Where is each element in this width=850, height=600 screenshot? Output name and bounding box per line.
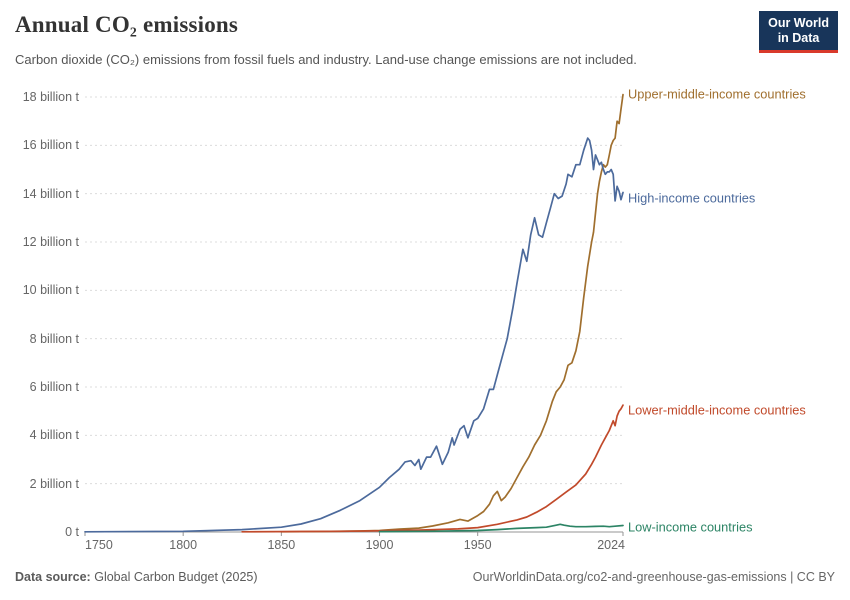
y-tick-label: 12 billion t	[22, 235, 79, 249]
chart-footer: Data source: Global Carbon Budget (2025)…	[15, 570, 835, 584]
y-tick-label: 6 billion t	[29, 380, 79, 394]
x-tick-label: 2024	[597, 538, 625, 552]
y-tick-label: 10 billion t	[22, 283, 79, 298]
y-tick-label: 18 billion t	[22, 90, 79, 104]
x-tick-label: 1900	[365, 538, 394, 552]
x-tick-label: 1800	[169, 538, 198, 552]
series-label-upper-middle-income[interactable]: Upper-middle-income countries	[628, 86, 806, 102]
series-label-high-income[interactable]: High-income countries	[628, 190, 756, 206]
data-source-value: Global Carbon Budget (2025)	[94, 570, 258, 584]
series-label-lower-middle-income[interactable]: Lower-middle-income countries	[628, 402, 806, 418]
owid-logo[interactable]: Our World in Data	[759, 11, 838, 53]
page-title: Annual CO₂ emissions	[15, 12, 239, 37]
attribution-link[interactable]: OurWorldinData.org/co2-and-greenhouse-ga…	[472, 570, 835, 584]
x-tick-label: 1750	[85, 538, 113, 552]
chart-subtitle: Carbon dioxide (CO₂) emissions from foss…	[15, 52, 637, 67]
y-tick-label: 4 billion t	[29, 428, 79, 443]
y-tick-label: 14 billion t	[22, 186, 79, 201]
series-line-high-income[interactable]	[84, 137, 624, 533]
x-tick-label: 1850	[267, 538, 296, 552]
y-tick-label: 8 billion t	[29, 331, 79, 346]
series-line-low-income[interactable]	[378, 523, 624, 533]
owid-logo-line2: in Data	[777, 31, 820, 45]
x-tick-label: 1950	[463, 538, 492, 552]
y-tick-label: 2 billion t	[29, 476, 79, 491]
y-tick-label: 16 billion t	[22, 138, 79, 153]
y-tick-label: 0 t	[65, 525, 79, 539]
series-label-low-income[interactable]: Low-income countries	[628, 519, 753, 535]
data-source-label: Data source:	[15, 570, 91, 584]
owid-logo-line1: Our World	[768, 16, 829, 30]
data-source: Data source: Global Carbon Budget (2025)	[15, 570, 258, 584]
series-line-upper-middle-income[interactable]	[280, 93, 624, 533]
series-line-lower-middle-income[interactable]	[241, 404, 624, 533]
